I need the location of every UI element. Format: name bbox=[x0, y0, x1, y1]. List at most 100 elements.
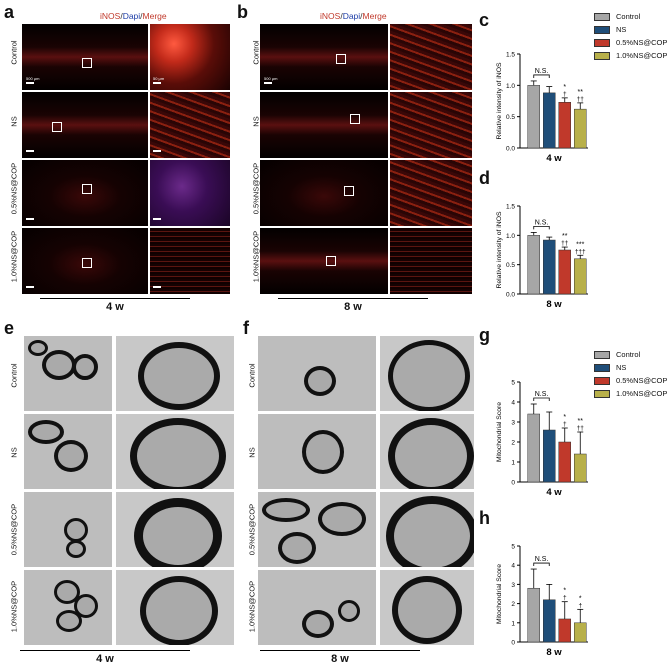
legend-swatch bbox=[594, 52, 610, 61]
row-label-control: Control bbox=[9, 40, 19, 65]
fluorescence-low-mag: 500 μm bbox=[22, 24, 148, 90]
myelin-ring bbox=[28, 340, 48, 356]
bar-1-0-ns-cop bbox=[574, 622, 587, 643]
title-inos: iNOS bbox=[320, 11, 341, 21]
panel-b-images: Control NS 0.5%NS@COP 1.0%NS@COP 500 μm bbox=[240, 24, 472, 294]
bar-1-0-ns-cop bbox=[574, 453, 587, 483]
scale-bar bbox=[153, 82, 161, 84]
row-label-high: 1.0%NS@COP bbox=[9, 580, 19, 633]
y-tick-label: 0.5 bbox=[506, 114, 515, 121]
em-zoom bbox=[380, 414, 474, 489]
row-label-ns: NS bbox=[9, 116, 19, 127]
fluorescence-low-mag bbox=[22, 160, 148, 226]
legend-item: 1.0%NS@COP bbox=[594, 51, 667, 61]
legend-item: NS bbox=[594, 25, 627, 35]
y-tick-label: 1 bbox=[511, 620, 515, 627]
bar-1-0-ns-cop bbox=[574, 108, 587, 149]
myelin-ring bbox=[130, 418, 226, 489]
bar-1-0-ns-cop bbox=[574, 258, 587, 295]
y-tick-label: 1.5 bbox=[506, 204, 515, 211]
bar-0-5-ns-cop bbox=[558, 249, 571, 295]
y-tick-label: 1.0 bbox=[506, 83, 515, 90]
legend-item: Control bbox=[594, 350, 641, 360]
zoom-box bbox=[344, 186, 354, 196]
fluorescence-zoom bbox=[390, 160, 472, 226]
y-axis-label: Relative intensity of iNOS bbox=[496, 211, 503, 289]
zoom-box bbox=[82, 184, 92, 194]
scale-bar bbox=[264, 82, 272, 84]
myelin-ring bbox=[262, 498, 310, 522]
y-tick-label: 4 bbox=[511, 400, 515, 407]
significance-dagger: † bbox=[578, 602, 582, 609]
panel-e-timepoint: 4 w bbox=[96, 653, 114, 665]
em-low-mag bbox=[258, 570, 376, 645]
myelin-ring bbox=[66, 540, 86, 558]
myelin-ring bbox=[388, 340, 470, 411]
panel-a-images: Control NS 0.5%NS@COP 1.0%NS@COP 500 μm … bbox=[0, 24, 230, 294]
y-tick-label: 1.0 bbox=[506, 233, 515, 240]
fluorescence-zoom bbox=[150, 92, 230, 158]
significance-dagger: † bbox=[563, 91, 567, 98]
legend-swatch bbox=[594, 13, 610, 22]
scale-bar bbox=[26, 286, 34, 288]
panel-f-timepoint: 8 w bbox=[331, 653, 349, 665]
em-low-mag bbox=[24, 414, 112, 489]
bar-ns bbox=[543, 429, 556, 483]
x-axis-label: 4 w bbox=[546, 153, 562, 164]
chart-g: 0 1 2 3 4 5 Mitochondrial Score 4 w *† **†† N.S. bbox=[496, 380, 588, 498]
ns-bracket bbox=[533, 226, 550, 230]
em-low-mag bbox=[258, 414, 376, 489]
row-label-low: 0.5%NS@COP bbox=[247, 503, 257, 556]
row-label-ns: NS bbox=[247, 447, 257, 458]
legend-item: Control bbox=[594, 12, 640, 22]
significance-dagger: † bbox=[563, 595, 567, 602]
significance-star: * bbox=[563, 414, 566, 421]
y-tick-label: 5 bbox=[511, 544, 515, 551]
row-label-low: 0.5%NS@COP bbox=[9, 503, 19, 556]
zoom-box bbox=[52, 122, 62, 132]
panel-label-a: a bbox=[4, 2, 15, 22]
title-slash: / bbox=[140, 11, 143, 21]
myelin-ring bbox=[392, 576, 462, 644]
panel-label-c: c bbox=[479, 10, 490, 30]
legend-label: 0.5%NS@COP bbox=[616, 376, 668, 385]
bar-0-5-ns-cop bbox=[558, 441, 571, 483]
significance-dagger: † bbox=[563, 421, 567, 428]
y-tick-label: 0.0 bbox=[506, 146, 515, 153]
legend-label: NS bbox=[616, 363, 627, 372]
legend-label: Control bbox=[616, 350, 641, 359]
scale-text: 500 μm bbox=[264, 76, 278, 81]
panel-label-e: e bbox=[4, 318, 15, 338]
bar-0-5-ns-cop bbox=[558, 102, 571, 149]
legend-item: NS bbox=[594, 363, 627, 373]
fluorescence-low-mag bbox=[22, 228, 148, 294]
y-tick-label: 2 bbox=[511, 440, 515, 447]
y-tick-label: 3 bbox=[511, 582, 515, 589]
legend-swatch bbox=[594, 39, 610, 48]
title-slash: / bbox=[360, 11, 363, 21]
panel-label-b: b bbox=[237, 2, 248, 22]
y-tick-label: 4 bbox=[511, 563, 515, 570]
significance-dagger: †† bbox=[577, 96, 585, 103]
panel-f-images: Control NS 0.5%NS@COP 1.0%NS@COP bbox=[244, 336, 474, 646]
bar-control bbox=[527, 587, 540, 643]
em-low-mag bbox=[24, 336, 112, 411]
ns-bracket-label: N.S. bbox=[535, 68, 549, 75]
legend-label: 0.5%NS@COP bbox=[616, 38, 668, 47]
panel-a-timepoint: 4 w bbox=[106, 301, 124, 313]
bar-control bbox=[527, 235, 540, 295]
y-tick-label: 2 bbox=[511, 601, 515, 608]
legend-item: 1.0%NS@COP bbox=[594, 389, 667, 399]
panel-label-g: g bbox=[479, 325, 490, 345]
title-slash: / bbox=[120, 11, 123, 21]
panel-b-title: iNOS/Dapi/Merge bbox=[320, 11, 387, 21]
y-tick-label: 0 bbox=[511, 640, 515, 647]
y-tick-label: 0.5 bbox=[506, 262, 515, 269]
zoom-box bbox=[82, 58, 92, 68]
legend-label: NS bbox=[616, 25, 627, 34]
bar-ns bbox=[543, 92, 556, 149]
y-tick-label: 1.5 bbox=[506, 52, 515, 59]
fluorescence-low-mag bbox=[22, 92, 148, 158]
